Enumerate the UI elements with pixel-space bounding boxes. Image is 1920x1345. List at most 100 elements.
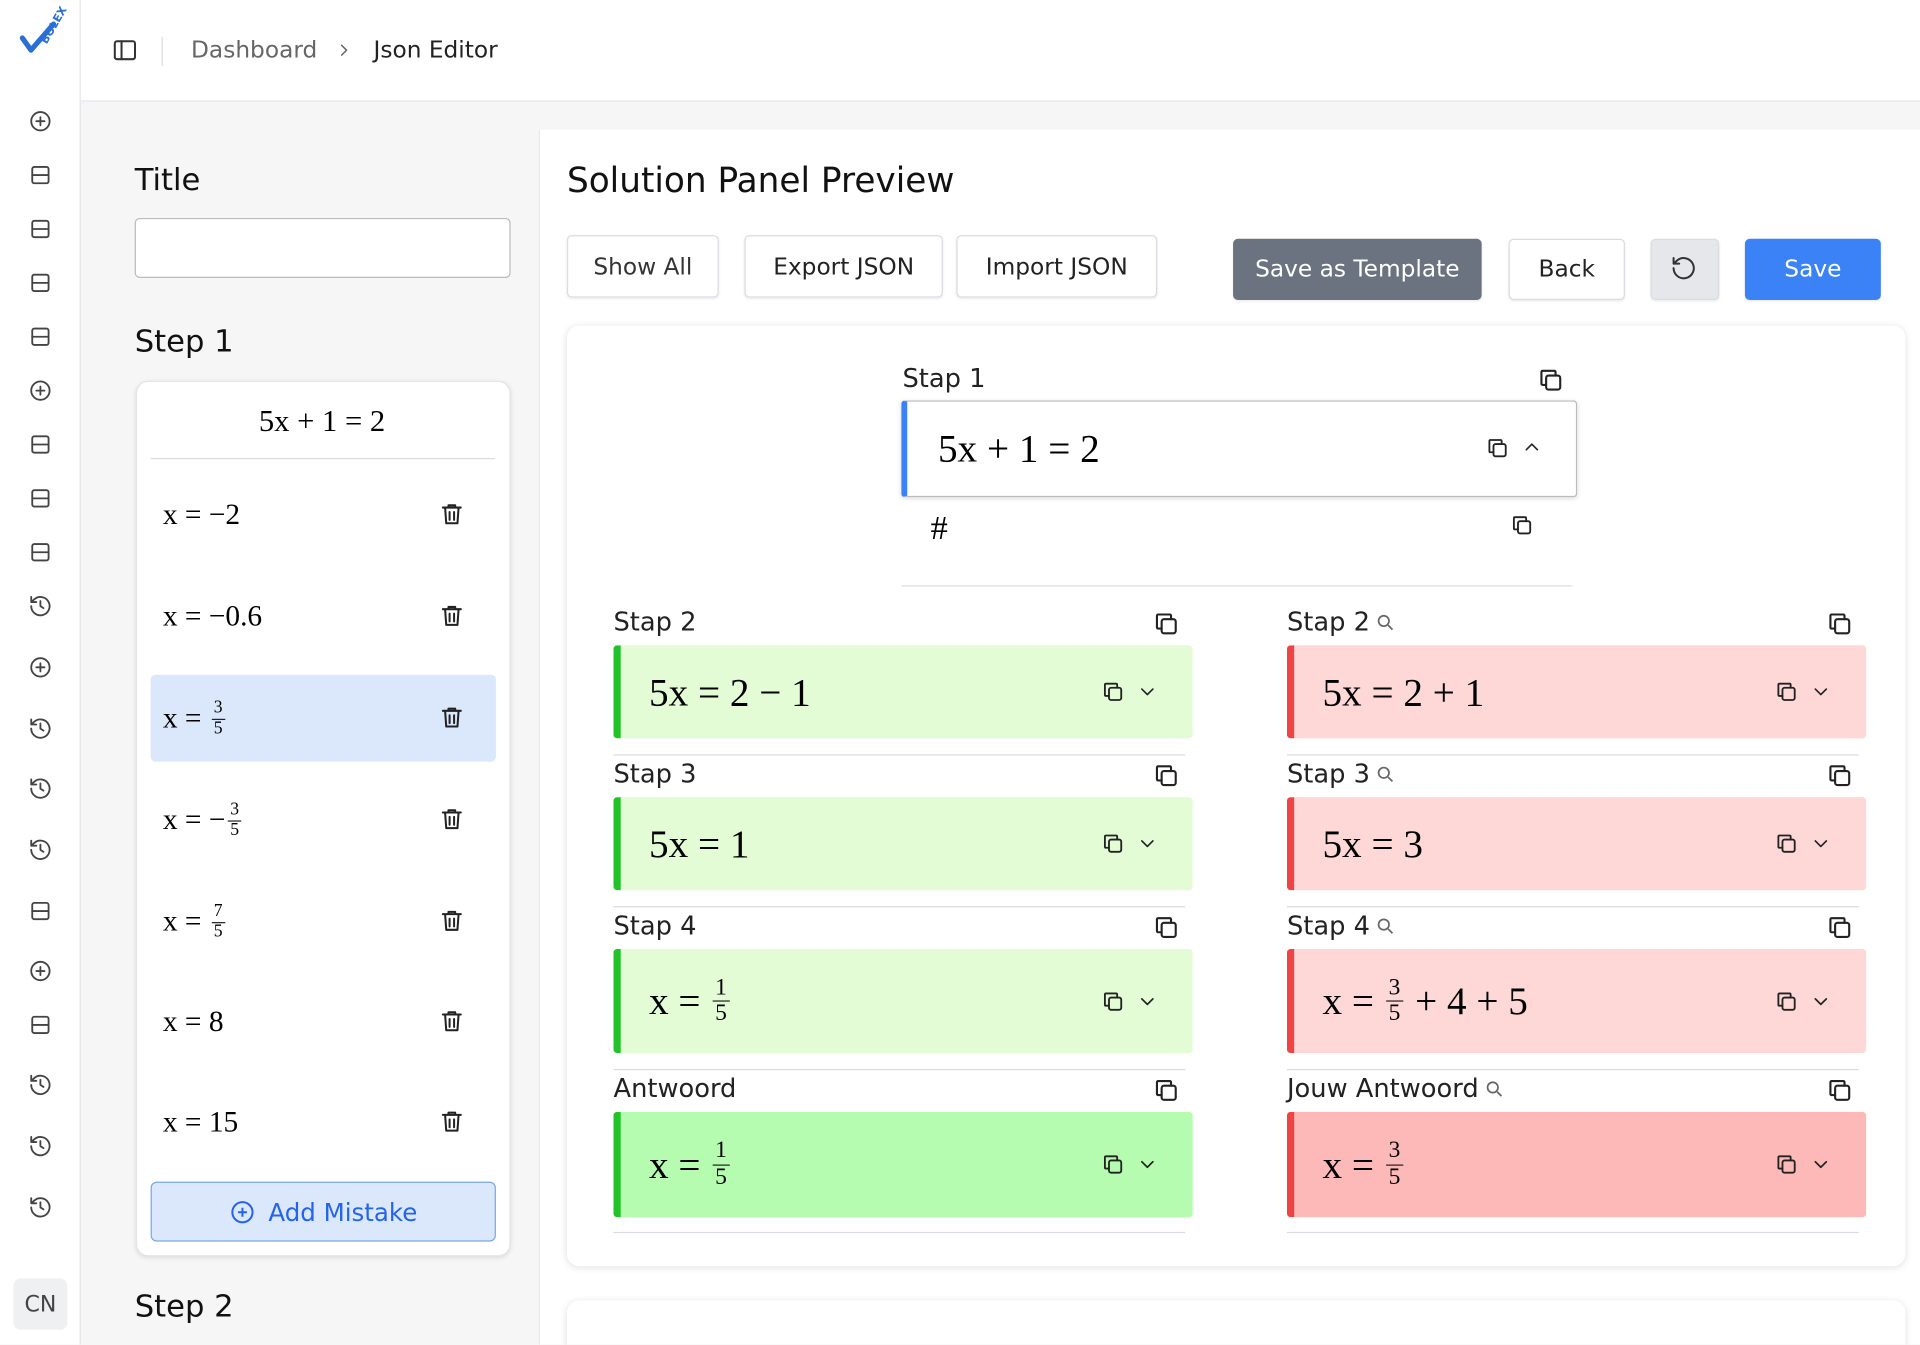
numerator: 3: [1386, 1138, 1403, 1166]
copy-button[interactable]: [1774, 680, 1798, 704]
inspect-icon[interactable]: [1375, 763, 1396, 784]
nav-icon[interactable]: [28, 899, 52, 923]
copy-button[interactable]: [1152, 1076, 1180, 1104]
delete-button[interactable]: [438, 704, 465, 731]
nav-icon[interactable]: [28, 378, 52, 402]
inspect-icon[interactable]: [1375, 612, 1396, 633]
step-label-text: Stap 4: [613, 911, 697, 941]
reset-button[interactable]: [1650, 238, 1720, 301]
button[interactable]: Save: [1744, 238, 1881, 301]
expand-button[interactable]: [1136, 1153, 1158, 1175]
copy-button[interactable]: [1152, 610, 1180, 638]
math-text: 5x = 3: [1322, 821, 1423, 866]
nav-icon[interactable]: [28, 109, 52, 133]
expand-button[interactable]: [1136, 833, 1158, 855]
nav-icon[interactable]: [28, 959, 52, 983]
button[interactable]: Back: [1508, 238, 1625, 301]
copy-button[interactable]: [1101, 989, 1125, 1013]
math: x = −2: [163, 485, 240, 546]
expand-button[interactable]: [1810, 1153, 1832, 1175]
button[interactable]: Save as Template: [1233, 238, 1482, 301]
delete-button[interactable]: [438, 602, 465, 629]
nav-icon[interactable]: [28, 1073, 52, 1097]
expand-button[interactable]: [1810, 990, 1832, 1012]
copy-button[interactable]: [1826, 913, 1854, 941]
copy-button[interactable]: [1774, 989, 1798, 1013]
copy-button[interactable]: [1510, 513, 1534, 537]
step-box: [613, 797, 1193, 891]
nav-icon[interactable]: [28, 1134, 52, 1158]
delete-button[interactable]: [438, 1008, 465, 1035]
copy-button[interactable]: [1826, 610, 1854, 638]
copy-button[interactable]: [1774, 1152, 1798, 1176]
step-label-text: Stap 2: [613, 607, 697, 637]
nav-icon[interactable]: [28, 1013, 52, 1037]
nav-icon[interactable]: [28, 540, 52, 564]
step-label-text: Stap 2: [1286, 607, 1370, 637]
expand-button[interactable]: [1810, 681, 1832, 703]
nav-icon[interactable]: [28, 432, 52, 456]
add-mistake-button[interactable]: Add Mistake: [150, 1181, 496, 1242]
collapse-button[interactable]: [1521, 436, 1543, 458]
nav-icon[interactable]: [28, 838, 52, 862]
nav-icon[interactable]: [28, 655, 52, 679]
nav-icon[interactable]: [28, 594, 52, 618]
breadcrumb-link[interactable]: Dashboard: [191, 36, 318, 64]
separator: [1286, 1231, 1859, 1234]
nav-icon[interactable]: [28, 716, 52, 740]
math: x = −3 5: [163, 790, 244, 851]
nav-icon[interactable]: [28, 1195, 52, 1219]
delete-button[interactable]: [438, 806, 465, 833]
title-label: Title: [134, 161, 201, 198]
expand-button[interactable]: [1136, 990, 1158, 1012]
button[interactable]: Export JSON: [744, 235, 943, 298]
delete-button[interactable]: [438, 1108, 465, 1135]
nav-icon[interactable]: [28, 324, 52, 348]
step-box: [1286, 948, 1867, 1054]
nav-icon[interactable]: [28, 486, 52, 510]
step-box: [1286, 797, 1867, 891]
separator: [1286, 754, 1859, 756]
copy-button[interactable]: [1101, 831, 1125, 855]
step-label: Stap 1: [902, 363, 986, 394]
step-label-text: Antwoord: [613, 1073, 737, 1104]
expand-button[interactable]: [1810, 833, 1832, 855]
reset-icon: [1672, 257, 1695, 280]
step-label: Stap 4: [613, 911, 696, 940]
step-label-text: Jouw Antwoord: [1286, 1073, 1479, 1104]
inspect-icon[interactable]: [1375, 915, 1396, 936]
denominator: 5: [230, 819, 240, 840]
logo-mark: [19, 21, 57, 53]
copy-button[interactable]: [1101, 1152, 1125, 1176]
button[interactable]: Import JSON: [956, 235, 1158, 298]
copy-button[interactable]: [1826, 1076, 1854, 1104]
sidebar-toggle[interactable]: [111, 37, 138, 64]
step-label: Stap 3: [1287, 759, 1396, 789]
copy-button[interactable]: [1826, 762, 1854, 790]
nav-icon[interactable]: [28, 163, 52, 187]
copy-button[interactable]: [1101, 680, 1125, 704]
copy-button[interactable]: [1537, 366, 1565, 394]
denominator: 5: [213, 718, 223, 738]
delete-button[interactable]: [438, 501, 465, 528]
breadcrumb-sep: [340, 44, 348, 56]
separator: [613, 1231, 1186, 1234]
copy-button[interactable]: [1485, 436, 1509, 460]
delete-button[interactable]: [438, 907, 465, 934]
nav-icon[interactable]: [28, 271, 52, 295]
button[interactable]: Show All: [566, 235, 719, 298]
nav-icon[interactable]: [28, 217, 52, 241]
expand-button[interactable]: [1136, 681, 1158, 703]
copy-button[interactable]: [1152, 762, 1180, 790]
copy-button[interactable]: [1774, 831, 1798, 855]
denominator: 5: [1388, 1163, 1401, 1190]
inspect-icon[interactable]: [1484, 1078, 1505, 1099]
copy-button[interactable]: [1152, 913, 1180, 941]
step-label: Stap 3: [613, 759, 696, 788]
title-input[interactable]: [134, 217, 511, 278]
math-text: x = −: [162, 803, 226, 836]
nav-icon[interactable]: [28, 776, 52, 800]
language-button[interactable]: CN: [13, 1278, 68, 1330]
